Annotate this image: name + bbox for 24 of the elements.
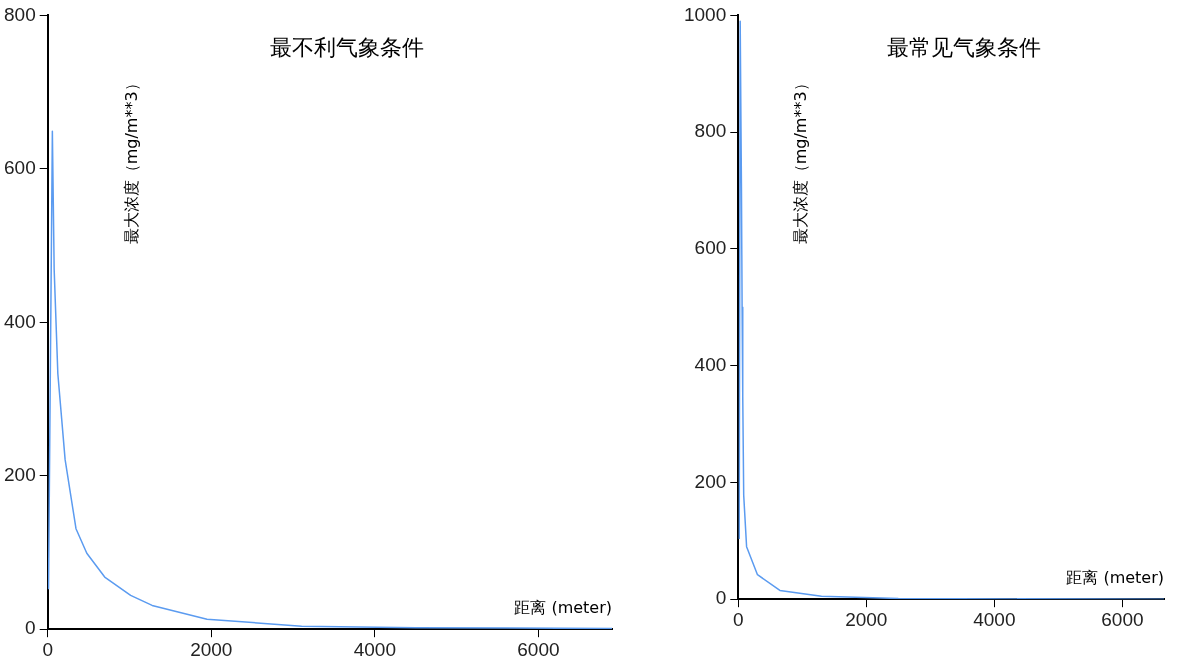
x-tick-label: 4000	[353, 638, 396, 660]
x-tick-label: 2000	[190, 638, 233, 660]
y-tick-label: 1000	[683, 3, 727, 25]
x-tick-label: 6000	[1101, 608, 1144, 630]
x-tick-label: 6000	[517, 638, 560, 660]
y-tick-label: 400	[694, 353, 727, 375]
y-tick-label: 800	[4, 3, 36, 25]
y-tick-label: 200	[694, 470, 727, 492]
text: 最常见气象条件	[886, 35, 1041, 61]
x-tick-label: 4000	[973, 608, 1016, 630]
x-tick-label: 0	[732, 608, 744, 630]
x-tick-label: 2000	[845, 608, 888, 630]
y-axis-title: 最大浓度（mg/m**3）	[121, 75, 141, 245]
y-tick-label: 200	[4, 463, 36, 485]
x-axis-title: 距离 (meter)	[514, 598, 612, 618]
y-axis-title: 最大浓度（mg/m**3）	[791, 75, 811, 245]
text: 最不利气象条件	[269, 35, 424, 61]
y-tick-label: 800	[694, 120, 727, 142]
y-tick-label: 400	[4, 310, 36, 332]
x-tick-label: 0	[42, 638, 53, 660]
y-tick-label: 0	[715, 587, 727, 609]
x-axis-title: 距离 (meter)	[1066, 568, 1164, 588]
y-tick-label: 600	[4, 157, 36, 179]
y-tick-label: 600	[694, 237, 727, 259]
